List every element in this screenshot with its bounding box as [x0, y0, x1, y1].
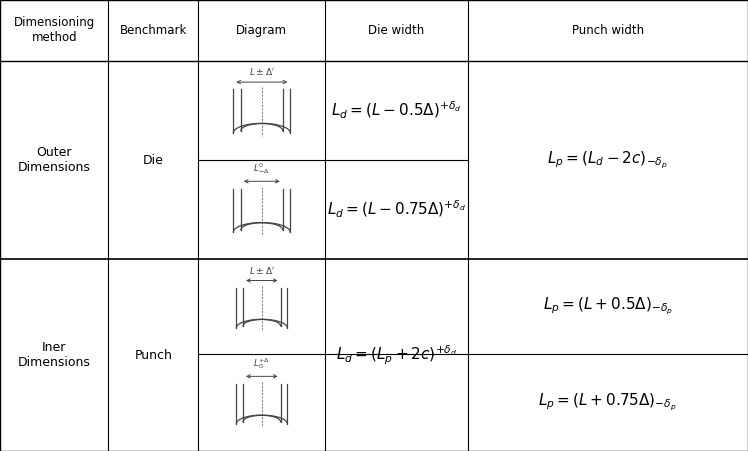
Text: $L_d=(L-0.5\Delta)^{+\delta_d}$: $L_d=(L-0.5\Delta)^{+\delta_d}$	[331, 100, 462, 121]
Text: Die width: Die width	[368, 24, 425, 37]
Text: Benchmark: Benchmark	[120, 24, 187, 37]
Text: $L\pm\Delta^{\prime}$: $L\pm\Delta^{\prime}$	[249, 66, 275, 77]
Text: Die: Die	[143, 154, 164, 166]
Text: Dimensioning
method: Dimensioning method	[13, 16, 95, 45]
Text: $L^{+\Delta}_{0}$: $L^{+\Delta}_{0}$	[253, 356, 271, 372]
Text: $L^{0}_{-\Delta}$: $L^{0}_{-\Delta}$	[254, 161, 270, 176]
Text: Diagram: Diagram	[236, 24, 287, 37]
Text: $L_p=(L+0.5\Delta)_{-\delta_p}$: $L_p=(L+0.5\Delta)_{-\delta_p}$	[542, 296, 673, 317]
Text: $L_p=(L+0.75\Delta)_{-\delta_p}$: $L_p=(L+0.75\Delta)_{-\delta_p}$	[539, 392, 677, 413]
Text: Punch width: Punch width	[571, 24, 644, 37]
Text: $L_d=(L-0.75\Delta)^{+\delta_d}$: $L_d=(L-0.75\Delta)^{+\delta_d}$	[327, 199, 466, 220]
Text: Punch: Punch	[135, 349, 172, 362]
Text: Iner
Dimensions: Iner Dimensions	[18, 341, 91, 369]
Text: $L_p=(L_d-2c)_{-\delta_p}$: $L_p=(L_d-2c)_{-\delta_p}$	[548, 150, 668, 170]
Text: $L_d=(L_p+2c)^{+\delta_d}$: $L_d=(L_p+2c)^{+\delta_d}$	[336, 344, 457, 367]
Text: Outer
Dimensions: Outer Dimensions	[18, 146, 91, 174]
Text: $L\pm\Delta^{\prime}$: $L\pm\Delta^{\prime}$	[249, 265, 275, 276]
